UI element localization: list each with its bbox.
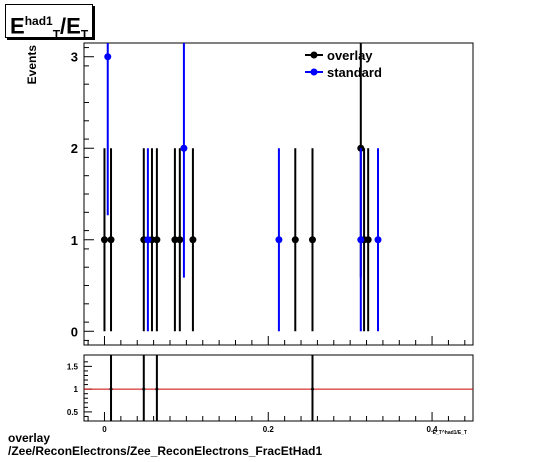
y-axis-label: Events xyxy=(25,45,39,85)
legend-label-standard: standard xyxy=(327,65,382,80)
standard-point xyxy=(144,236,152,244)
main-plot: 0 1 2 3 Events xyxy=(25,42,474,346)
overlay-point xyxy=(153,236,161,244)
legend-marker-overlay xyxy=(310,51,318,59)
standard-point xyxy=(104,53,112,61)
ratio-point xyxy=(142,387,146,391)
overlay-point xyxy=(107,236,115,244)
overlay-point xyxy=(176,236,184,244)
y-tick-label: 1 xyxy=(71,233,78,248)
standard-point xyxy=(374,236,382,244)
overlay-point xyxy=(100,236,108,244)
overlay-point xyxy=(364,236,372,244)
x-tick-label: 0 xyxy=(102,425,107,434)
ratio-y-tick-label: 1.5 xyxy=(67,362,79,371)
standard-point xyxy=(275,236,283,244)
y-tick-label: 0 xyxy=(71,324,78,339)
footer: overlay /Zee/ReconElectrons/Zee_ReconEle… xyxy=(8,432,322,458)
footer-label: overlay xyxy=(8,431,51,445)
overlay-point xyxy=(171,236,179,244)
legend: overlay standard xyxy=(305,48,382,80)
overlay-point xyxy=(308,236,316,244)
ratio-frame xyxy=(83,354,474,422)
ratio-plot: 0 0.2 0.4E_T^had1/E_T 0.5 1 1.5 xyxy=(67,354,474,436)
footer-path: /Zee/ReconElectrons/Zee_ReconElectrons_F… xyxy=(8,444,323,458)
x-axis-label: E_T^had1/E_T xyxy=(433,430,467,436)
ratio-point xyxy=(310,387,314,391)
x-tick-label: 0.4 xyxy=(426,425,438,434)
standard-point xyxy=(180,144,188,152)
ratio-point xyxy=(109,387,113,391)
chart-title: Ehad1T/ET xyxy=(5,4,94,42)
ratio-point xyxy=(155,387,159,391)
overlay-point xyxy=(189,236,197,244)
y-tick-label: 3 xyxy=(71,50,78,65)
legend-label-overlay: overlay xyxy=(327,48,373,63)
ratio-y-tick-label: 0.5 xyxy=(67,408,79,417)
overlay-point xyxy=(291,236,299,244)
y-tick-label: 2 xyxy=(71,141,78,156)
legend-marker-standard xyxy=(310,68,318,76)
ratio-y-tick-label: 1 xyxy=(74,385,79,394)
x-tick-label: 0.2 xyxy=(263,425,275,434)
standard-point xyxy=(357,236,365,244)
